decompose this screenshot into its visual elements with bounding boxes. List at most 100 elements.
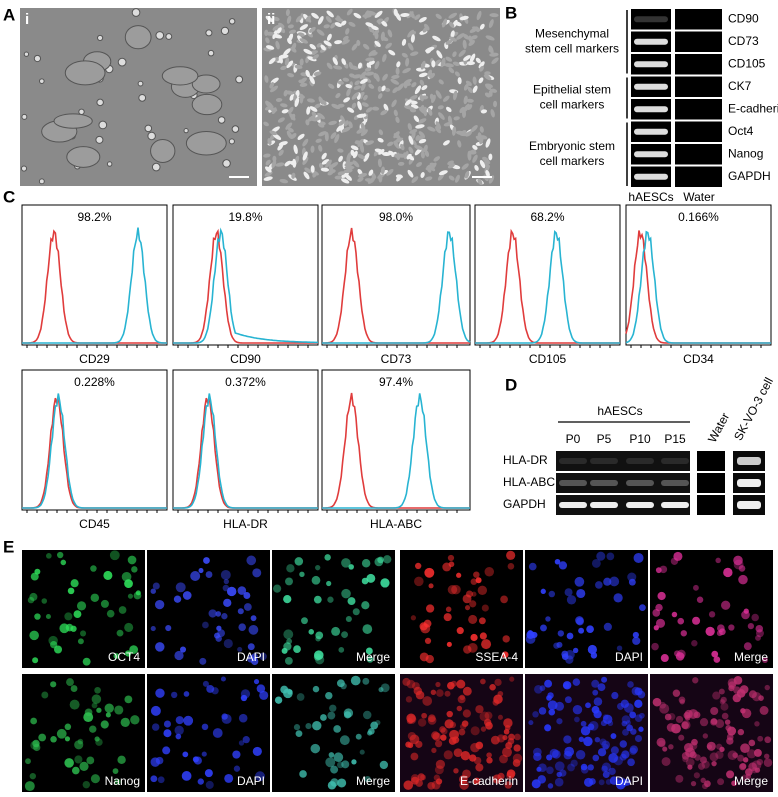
cell bbox=[449, 729, 459, 740]
cell bbox=[435, 121, 442, 130]
cell bbox=[302, 156, 309, 166]
cell bbox=[415, 562, 422, 570]
cell bbox=[423, 619, 432, 628]
cell bbox=[265, 15, 273, 22]
cell bbox=[317, 16, 324, 25]
cell bbox=[623, 778, 631, 786]
lane-label: P15 bbox=[664, 432, 686, 446]
cell bbox=[287, 73, 295, 78]
cell bbox=[333, 725, 342, 733]
cell bbox=[704, 780, 711, 788]
cell bbox=[480, 726, 487, 732]
gel-lane bbox=[697, 473, 725, 493]
cell bbox=[238, 623, 246, 631]
cell bbox=[330, 22, 336, 29]
cell bbox=[114, 705, 124, 715]
cell bbox=[385, 42, 392, 49]
cell bbox=[416, 162, 423, 168]
cell bbox=[331, 103, 341, 110]
cell bbox=[299, 58, 304, 66]
cell bbox=[305, 69, 310, 78]
cell bbox=[554, 761, 565, 771]
cell bbox=[580, 763, 588, 771]
cell bbox=[182, 591, 192, 600]
cell bbox=[77, 638, 84, 645]
cell bbox=[445, 606, 452, 613]
cell bbox=[86, 756, 95, 765]
cell bbox=[427, 107, 433, 116]
cell bbox=[309, 43, 316, 50]
cell bbox=[580, 726, 591, 736]
cell bbox=[247, 643, 255, 651]
cell bbox=[489, 52, 499, 57]
cell bbox=[503, 718, 513, 728]
cell bbox=[428, 583, 434, 589]
group-label: Mesenchymal bbox=[535, 26, 609, 40]
cell bbox=[242, 736, 250, 744]
cell bbox=[564, 696, 572, 704]
cell bbox=[364, 775, 371, 783]
cell bbox=[683, 711, 691, 719]
cell bbox=[423, 106, 428, 117]
cell bbox=[479, 632, 487, 640]
cell bbox=[325, 15, 332, 23]
cell bbox=[424, 567, 435, 578]
cell bbox=[284, 656, 293, 665]
cell bbox=[602, 743, 609, 750]
cell bbox=[221, 613, 228, 620]
cell bbox=[238, 713, 248, 723]
cell bbox=[418, 72, 428, 78]
cell bbox=[715, 750, 724, 760]
cell bbox=[438, 170, 448, 176]
cell bbox=[599, 738, 607, 746]
cell bbox=[717, 778, 725, 786]
gel-band bbox=[737, 457, 761, 465]
histogram-frame bbox=[21, 204, 168, 346]
cell bbox=[246, 555, 257, 566]
cell bbox=[135, 590, 141, 596]
group-label: hAESCs bbox=[597, 404, 642, 418]
cell bbox=[330, 778, 339, 787]
cell bbox=[295, 15, 302, 23]
cell bbox=[341, 558, 351, 568]
cell bbox=[420, 95, 429, 100]
image-label: Merge bbox=[734, 650, 768, 664]
cell bbox=[639, 604, 646, 611]
cell bbox=[675, 715, 684, 724]
cell bbox=[370, 721, 379, 730]
cell bbox=[596, 551, 606, 561]
cell bbox=[440, 57, 446, 68]
cell bbox=[305, 15, 311, 22]
cell bbox=[453, 768, 459, 774]
cell bbox=[314, 650, 324, 660]
cell bbox=[283, 48, 291, 56]
cell bbox=[284, 90, 295, 95]
cell bbox=[488, 175, 495, 184]
cell bbox=[368, 728, 375, 735]
cell bbox=[627, 758, 635, 767]
cell bbox=[484, 92, 491, 98]
image-label: OCT4 bbox=[108, 650, 140, 664]
cell bbox=[567, 763, 575, 772]
cell bbox=[739, 763, 747, 771]
cell bbox=[706, 741, 716, 751]
cell bbox=[470, 633, 478, 642]
cell bbox=[601, 762, 611, 772]
cell bbox=[71, 766, 80, 775]
cell bbox=[346, 88, 351, 97]
cell bbox=[278, 22, 285, 29]
cell bbox=[272, 33, 283, 39]
cell bbox=[396, 152, 401, 161]
cell bbox=[278, 149, 284, 156]
cell bbox=[315, 565, 321, 571]
cell bbox=[137, 80, 144, 87]
cell-colony bbox=[124, 25, 152, 50]
cell bbox=[351, 102, 357, 109]
cell bbox=[445, 56, 453, 62]
cell bbox=[572, 704, 583, 715]
cell bbox=[155, 642, 165, 652]
cell bbox=[364, 67, 372, 72]
cell bbox=[24, 781, 35, 792]
cell bbox=[435, 90, 442, 99]
cell bbox=[30, 572, 39, 581]
